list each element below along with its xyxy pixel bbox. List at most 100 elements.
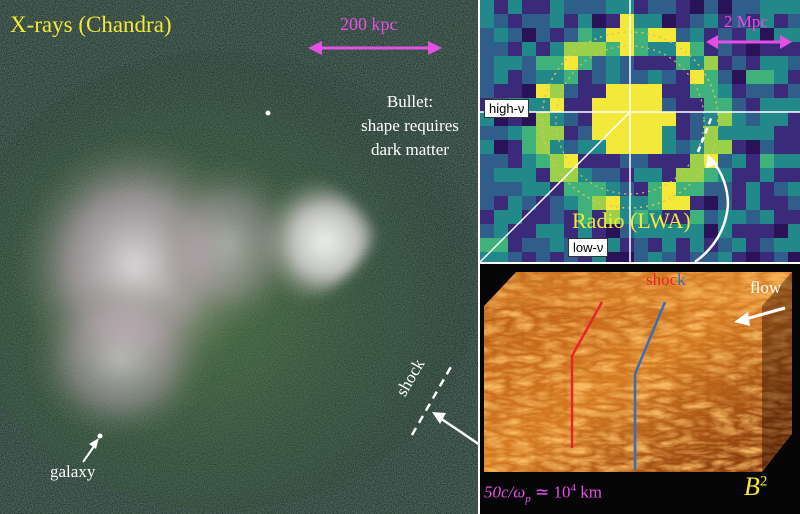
radio-pixel bbox=[732, 0, 746, 14]
radio-pixel bbox=[606, 224, 620, 238]
xray-image bbox=[0, 0, 478, 514]
radio-pixel bbox=[690, 42, 704, 56]
radio-pixel bbox=[788, 84, 800, 98]
radio-pixel bbox=[788, 168, 800, 182]
radio-pixel bbox=[732, 140, 746, 154]
radio-pixel bbox=[578, 70, 592, 84]
radio-pixel bbox=[718, 238, 732, 252]
radio-pixel bbox=[676, 224, 690, 238]
radio-pixel bbox=[592, 98, 606, 112]
radio-pixel bbox=[774, 238, 788, 252]
radio-pixel bbox=[788, 70, 800, 84]
radio-pixel bbox=[620, 154, 634, 168]
radio-pixel bbox=[536, 112, 550, 126]
point-source bbox=[265, 110, 271, 116]
radio-pixel bbox=[522, 224, 536, 238]
radio-pixel bbox=[494, 56, 508, 70]
radio-pixel bbox=[760, 98, 774, 112]
radio-pixel bbox=[634, 70, 648, 84]
radio-pixel bbox=[718, 0, 732, 14]
radio-pixel bbox=[508, 210, 522, 224]
xray-panel: X-rays (Chandra) 200 kpc Bullet: shape r… bbox=[0, 0, 478, 514]
radio-pixel bbox=[522, 126, 536, 140]
radio-pixel bbox=[634, 42, 648, 56]
radio-pixel bbox=[494, 224, 508, 238]
radio-pixel bbox=[592, 14, 606, 28]
radio-pixel bbox=[550, 168, 564, 182]
radio-pixel bbox=[606, 238, 620, 252]
bullet-annotation: Bullet: shape requires dark matter bbox=[360, 90, 460, 162]
radio-pixel bbox=[760, 56, 774, 70]
radio-pixel bbox=[704, 14, 718, 28]
radio-title: Radio (LWA) bbox=[572, 208, 691, 233]
radio-pixel bbox=[746, 196, 760, 210]
radio-pixel bbox=[606, 210, 620, 224]
radio-pixel bbox=[774, 154, 788, 168]
radio-pixel bbox=[508, 0, 522, 14]
radio-pixel bbox=[564, 84, 578, 98]
radio-pixel bbox=[564, 224, 578, 238]
radio-pixel bbox=[662, 84, 676, 98]
radio-pixel bbox=[662, 252, 676, 262]
radio-pixel bbox=[774, 0, 788, 14]
radio-pixel bbox=[564, 140, 578, 154]
radio-pixel bbox=[522, 70, 536, 84]
radio-pixel bbox=[522, 42, 536, 56]
radio-pixel bbox=[732, 154, 746, 168]
radio-pixel bbox=[648, 0, 662, 14]
radio-pixel bbox=[774, 196, 788, 210]
radio-pixel bbox=[788, 210, 800, 224]
radio-pixel bbox=[592, 126, 606, 140]
radio-pixel bbox=[536, 98, 550, 112]
radio-pixel bbox=[746, 252, 760, 262]
radio-pixel bbox=[648, 126, 662, 140]
radio-pixel bbox=[522, 28, 536, 42]
radio-pixel bbox=[676, 238, 690, 252]
radio-pixel bbox=[480, 154, 494, 168]
radio-pixel bbox=[508, 168, 522, 182]
radio-pixel bbox=[676, 0, 690, 14]
radio-pixel bbox=[578, 196, 592, 210]
radio-pixel bbox=[480, 210, 494, 224]
radio-pixel bbox=[760, 112, 774, 126]
radio-pixel bbox=[550, 42, 564, 56]
bullet-line-3: dark matter bbox=[371, 140, 449, 159]
radio-pixel bbox=[564, 210, 578, 224]
radio-pixel bbox=[732, 70, 746, 84]
radio-pixel bbox=[494, 140, 508, 154]
radio-pixel bbox=[690, 14, 704, 28]
radio-pixel bbox=[634, 98, 648, 112]
radio-pixel bbox=[662, 238, 676, 252]
radio-pixel bbox=[662, 182, 676, 196]
radio-pixel bbox=[648, 14, 662, 28]
radio-pixel bbox=[690, 168, 704, 182]
radio-pixel bbox=[522, 0, 536, 14]
radio-pixel bbox=[788, 154, 800, 168]
radio-curve-arrow bbox=[694, 159, 730, 262]
radio-pixel bbox=[676, 140, 690, 154]
radio-pixel bbox=[690, 112, 704, 126]
xray-scale-arrow bbox=[308, 41, 442, 55]
radio-pixel bbox=[676, 70, 690, 84]
radio-pixel bbox=[676, 182, 690, 196]
radio-pixel bbox=[648, 196, 662, 210]
radio-pixel bbox=[592, 224, 606, 238]
radio-pixel bbox=[578, 210, 592, 224]
radio-pixel bbox=[606, 56, 620, 70]
radio-pixel bbox=[760, 140, 774, 154]
scale-sub: p bbox=[525, 493, 531, 506]
radio-pixel bbox=[494, 28, 508, 42]
radio-pixel bbox=[760, 14, 774, 28]
radio-pixel bbox=[718, 252, 732, 262]
radio-pixel bbox=[606, 84, 620, 98]
radio-pixel bbox=[606, 168, 620, 182]
radio-pixel bbox=[718, 42, 732, 56]
radio-pixel bbox=[620, 98, 634, 112]
radio-pixel bbox=[690, 252, 704, 262]
radio-pixel bbox=[494, 210, 508, 224]
radio-pixel bbox=[648, 84, 662, 98]
radio-pixel bbox=[704, 0, 718, 14]
b-squared-label: B2 bbox=[744, 472, 767, 502]
scale-exp: 4 bbox=[570, 482, 577, 494]
bullet-line-2: shape requires bbox=[361, 116, 459, 135]
